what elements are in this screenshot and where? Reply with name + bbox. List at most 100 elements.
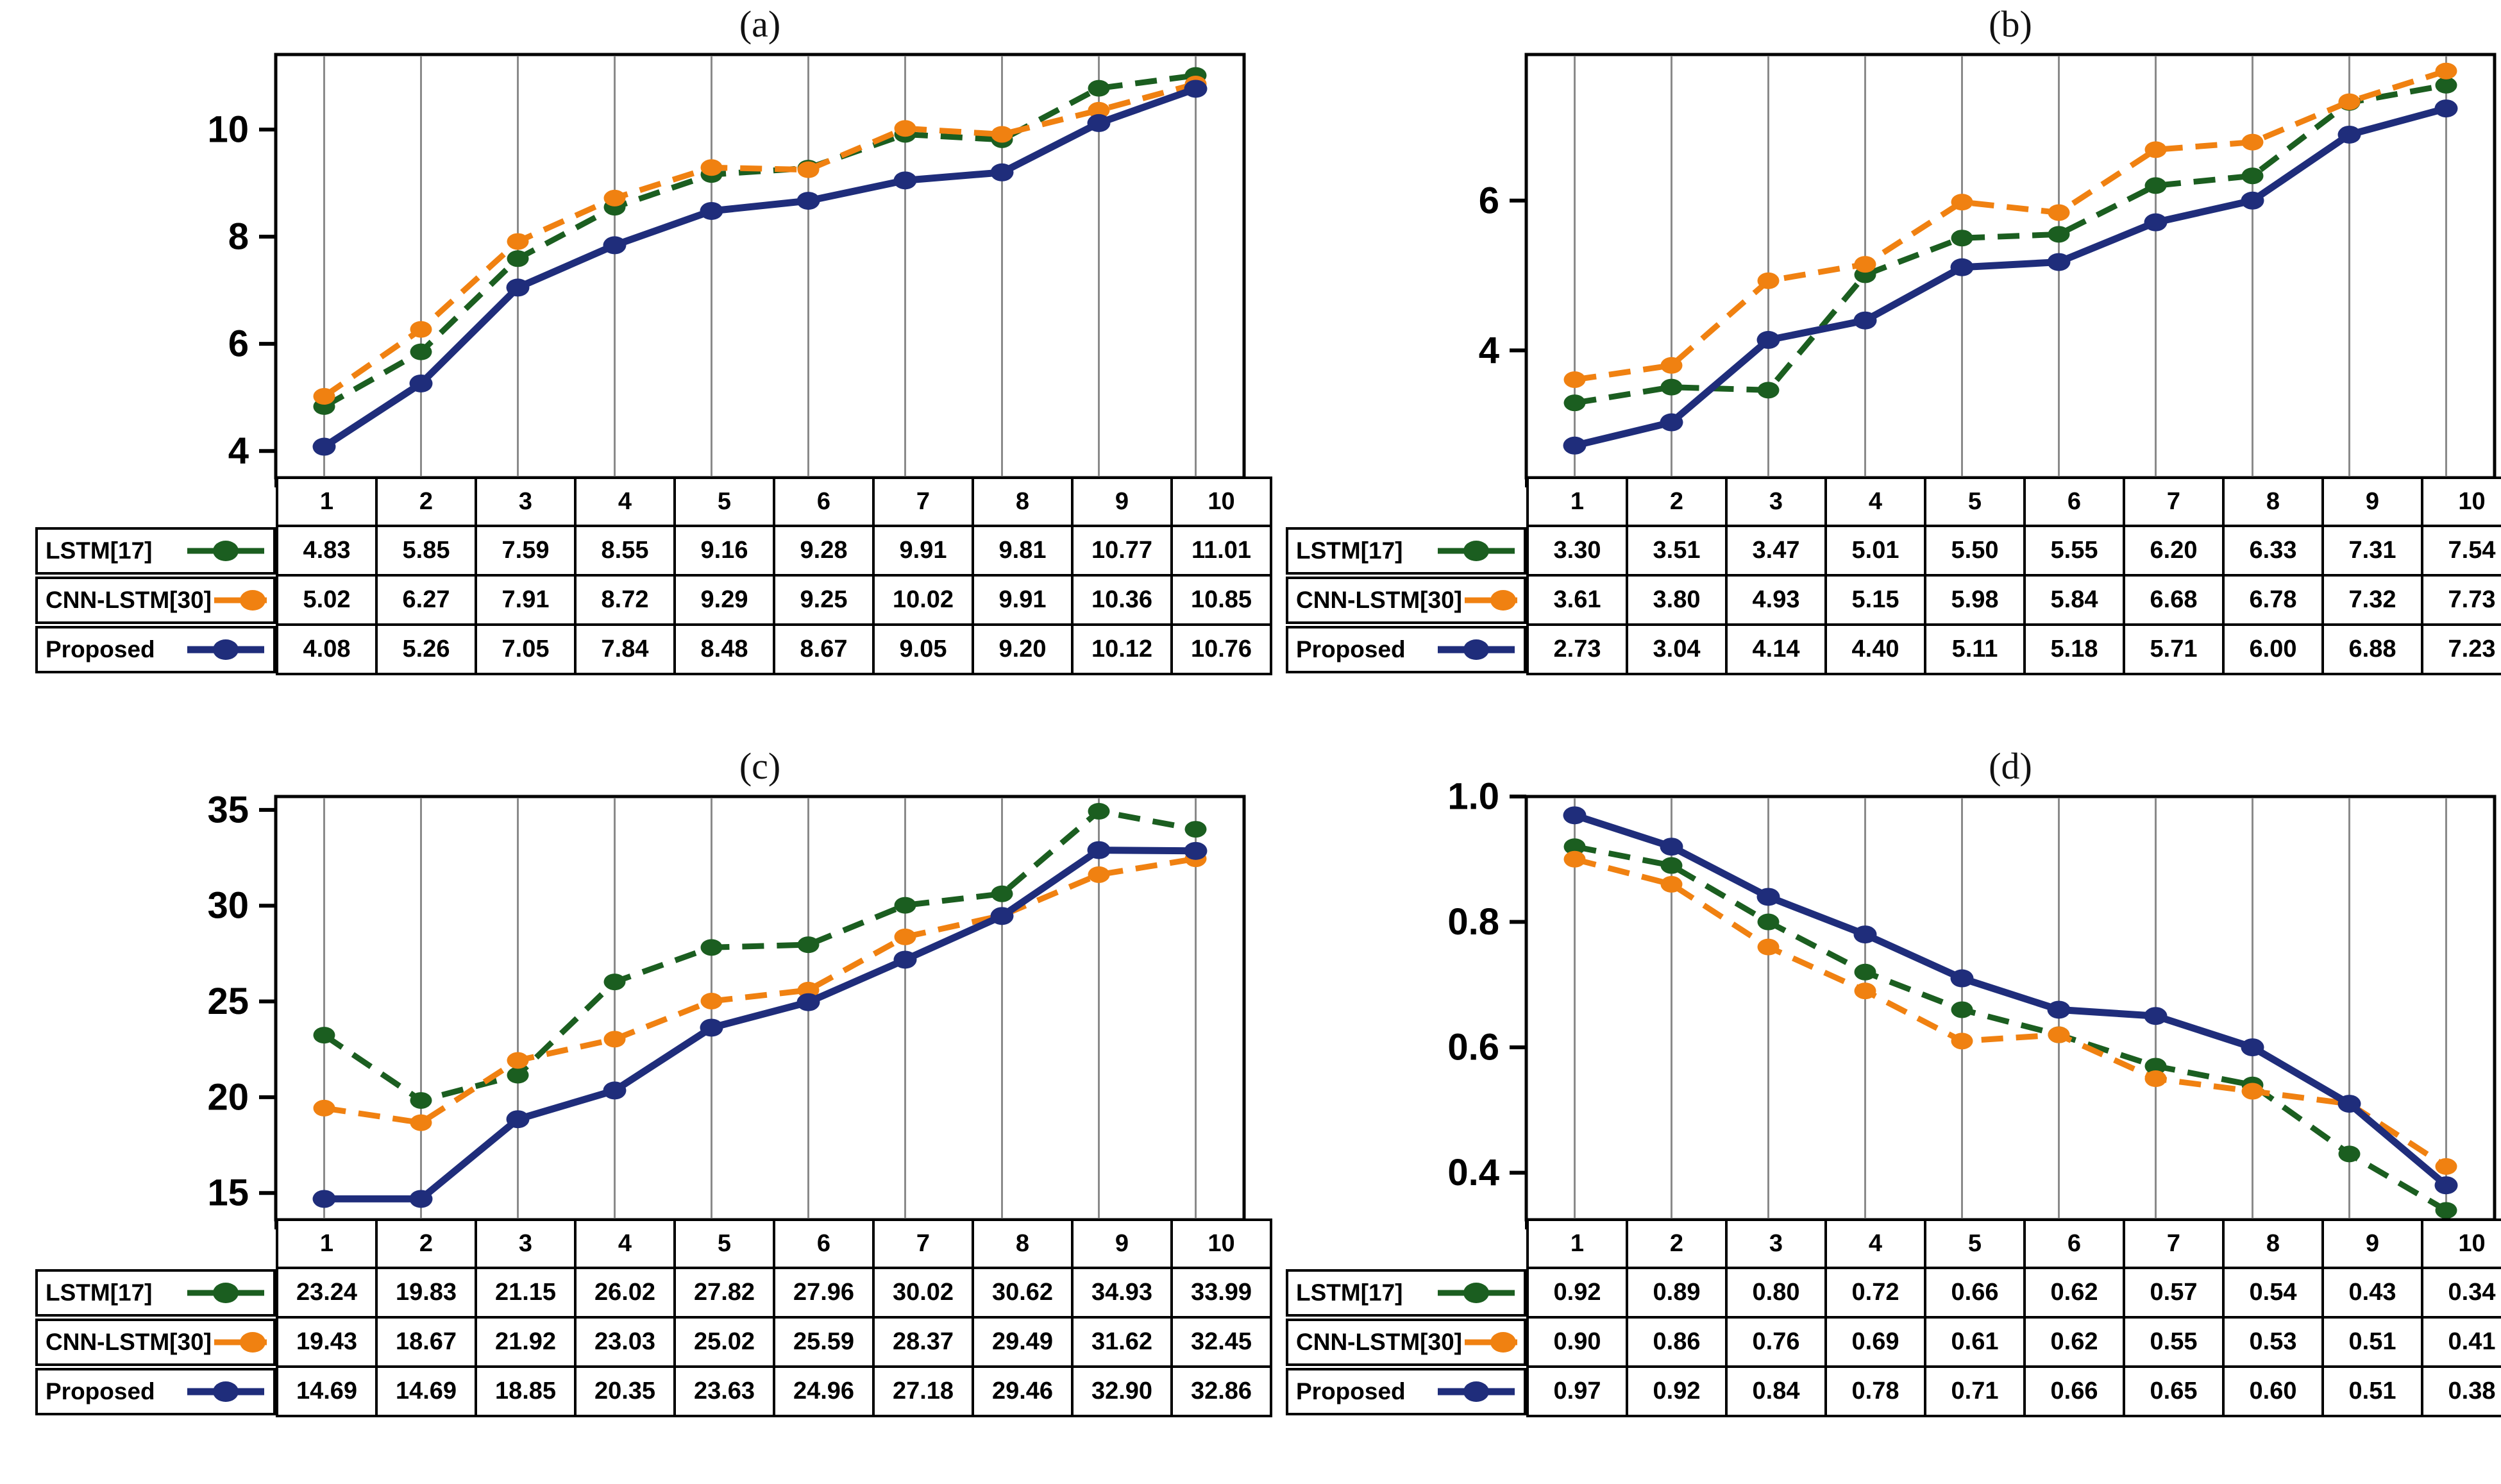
y-tick-label: 0.6 [1447,1027,1499,1068]
value-cell: 5.18 [2023,623,2125,675]
data-point [2337,125,2361,144]
data-point [313,1027,335,1044]
value-cell: 9.81 [972,525,1074,577]
value-cell: 9.29 [673,574,775,626]
data-point [507,250,529,267]
data-point [603,974,626,991]
series-line-Proposed [322,85,1197,450]
data-point [1660,378,1683,396]
data-point [603,189,626,207]
value-cell: 0.54 [2222,1267,2324,1319]
y-tick-label: 35 [207,789,249,831]
value-cell: 0.71 [1924,1365,2026,1417]
value-cell: 8.67 [773,623,875,675]
value-cell: 0.51 [2321,1365,2423,1417]
x-header-cell: 2 [375,476,477,527]
data-point [991,126,1013,143]
legend-marker-icon [214,1331,267,1353]
data-point [2435,76,2457,94]
legend-dot [213,1381,239,1402]
legend-cell: LSTM[17] [0,1268,277,1317]
table-row: CNN-LSTM[30] 3.61 3.80 4.93 5.15 5.98 5.84 6.68… [1250,574,2501,626]
value-cell: 5.11 [1924,623,2026,675]
data-point [894,120,916,137]
value-cell: 23.03 [574,1316,676,1368]
value-cell: 25.02 [673,1316,775,1368]
value-cell: 0.66 [1924,1267,2026,1319]
data-point [1088,866,1110,883]
panel-title-d: (d) [1989,745,2032,787]
legend-box: CNN-LSTM[30] [1286,1318,1526,1366]
value-cell: 0.92 [1526,1267,1628,1319]
data-point [507,233,529,250]
data-point [1854,256,1876,273]
results-table-c: 1 2 3 4 5 6 7 8 9 10 LSTM[17] 23.24 19.83 21.15 26.02 2… [0,1218,1272,1417]
y-tick-label: 6 [1479,180,1499,221]
line-chart-b: 46 [1479,53,2497,487]
legend-dot [239,1331,265,1353]
legend-label: LSTM[17] [46,1279,153,1306]
x-header-cell: 1 [276,476,378,527]
legend-box: Proposed [1286,1367,1526,1415]
value-cell: 0.53 [2222,1316,2324,1368]
data-point [2434,1176,2458,1195]
value-cell: 34.93 [1071,1267,1173,1319]
value-cell: 6.68 [2123,574,2225,626]
legend-box: LSTM[17] [35,1269,276,1317]
data-point [1951,194,1973,211]
data-point [1563,838,1586,856]
value-cell: 7.05 [475,623,577,675]
data-point [2434,99,2458,118]
legend-cell: Proposed [0,1367,277,1416]
legend-cell: CNN-LSTM[30] [1250,1317,1528,1367]
legend-box: CNN-LSTM[30] [35,576,276,624]
results-table-d: 1 2 3 4 5 6 7 8 9 10 LSTM[17] 0.92 0.89 0.80 0.72 0.66 0… [1250,1218,2501,1417]
value-cell: 0.86 [1626,1316,1728,1368]
value-cell: 23.24 [276,1267,378,1319]
table-row: LSTM[17] 23.24 19.83 21.15 26.02 27.82 27.96 30… [0,1267,1272,1319]
x-header-cell: 7 [872,476,974,527]
legend-label: LSTM[17] [46,537,153,564]
plot-area [276,797,1244,1220]
value-cell: 32.86 [1170,1365,1272,1417]
data-point [2048,1026,2070,1043]
x-header-cell: 4 [574,476,676,527]
header-spacer [0,1220,277,1268]
data-point [1660,357,1683,374]
value-cell: 7.73 [2421,574,2501,626]
data-point [313,388,335,405]
legend-cell: Proposed [0,625,277,674]
x-header-cell: 5 [1924,1218,2026,1269]
legend-box: LSTM[17] [1286,1269,1526,1317]
legend-marker-icon [214,589,267,611]
series-line-LSTM[17] [1574,843,2448,1213]
legend-label: CNN-LSTM[30] [46,1328,212,1355]
value-cell: 5.15 [1824,574,1926,626]
table-header-row: 1 2 3 4 5 6 7 8 9 10 [0,1218,1272,1269]
y-tick-label: 30 [207,885,249,927]
data-point [1951,1033,1973,1050]
value-cell: 19.43 [276,1316,378,1368]
legend-dot [1490,1331,1516,1353]
value-cell: 9.05 [872,623,974,675]
value-cell: 0.65 [2123,1365,2225,1417]
legend-marker-icon [187,540,264,561]
data-point [2241,191,2264,210]
value-cell: 0.97 [1526,1365,1628,1417]
value-cell: 0.38 [2421,1365,2501,1417]
data-point [1088,101,1110,119]
value-cell: 5.50 [1924,525,2026,577]
y-tick-label: 0.8 [1447,901,1499,943]
series-line-CNN-LSTM[30] [322,81,1197,399]
x-header-cell: 9 [2321,476,2423,527]
value-cell: 0.43 [2321,1267,2423,1319]
value-cell: 0.84 [1725,1365,1827,1417]
legend-cell: LSTM[17] [1250,526,1528,575]
x-header-cell: 1 [276,1218,378,1269]
data-point [796,993,820,1011]
legend-label: CNN-LSTM[30] [1296,586,1462,613]
value-cell: 9.16 [673,525,775,577]
value-cell: 0.72 [1824,1267,1926,1319]
value-cell: 3.80 [1626,574,1728,626]
